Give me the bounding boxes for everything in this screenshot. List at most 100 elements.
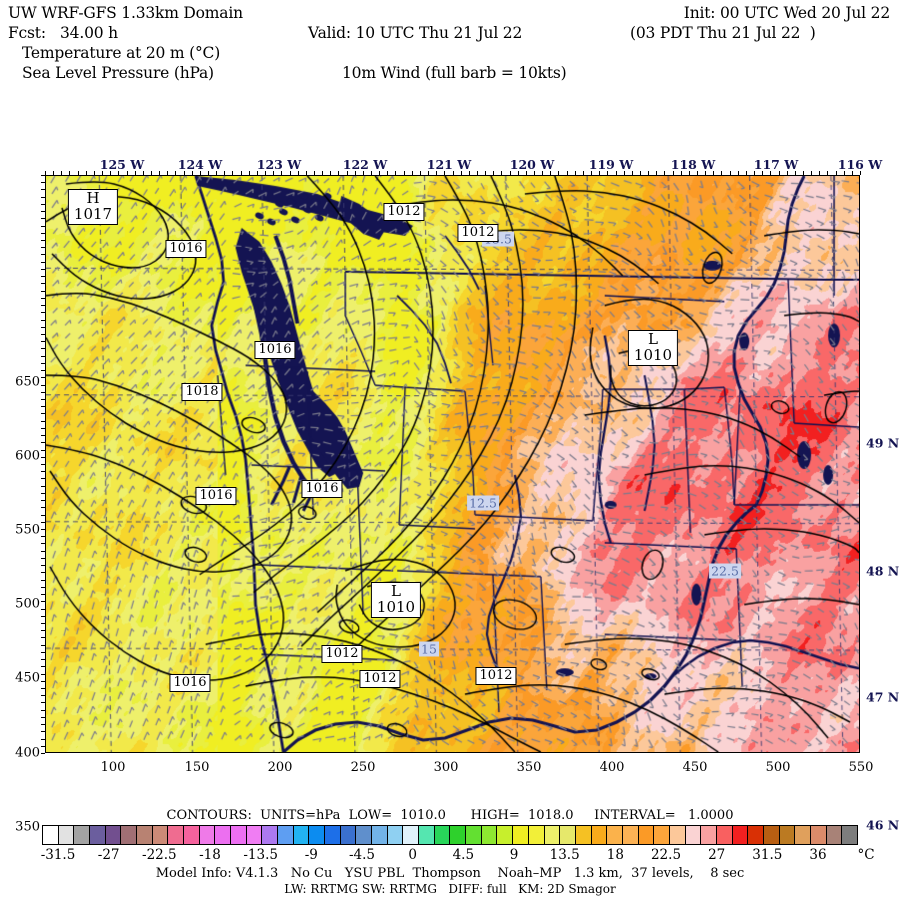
colorbar-swatch[interactable] <box>654 826 670 844</box>
colorbar-tick-label: -22.5 <box>142 847 177 863</box>
colorbar-swatch[interactable] <box>732 826 749 844</box>
lon-tick-label: 117 W <box>753 157 799 172</box>
colorbar-swatch[interactable] <box>607 826 623 844</box>
axis-tick <box>41 348 45 350</box>
colorbar-swatch[interactable] <box>58 826 75 844</box>
pressure-center-value: 1010 <box>633 346 673 364</box>
colorbar-swatch[interactable] <box>701 826 717 844</box>
axis-tick <box>313 171 315 175</box>
axis-tick <box>41 507 45 509</box>
colorbar-swatch[interactable] <box>544 826 561 844</box>
colorbar-swatch[interactable] <box>450 826 467 844</box>
colorbar-swatch[interactable] <box>121 826 138 844</box>
pressure-center-label: L 1010 <box>627 330 679 366</box>
colorbar-swatch[interactable] <box>262 826 279 844</box>
temperature-colorbar[interactable] <box>42 825 858 845</box>
field-wind-label: 10m Wind (full barb = 10kts) <box>342 64 567 82</box>
axis-tick <box>41 651 45 653</box>
colorbar-swatch[interactable] <box>748 826 764 844</box>
axis-tick <box>41 514 45 516</box>
colorbar-swatch[interactable] <box>842 826 857 844</box>
colorbar-swatch[interactable] <box>434 826 451 844</box>
contour-info-line: CONTOURS: UNITS=hPa LOW= 1010.0 HIGH= 10… <box>166 808 734 823</box>
axis-tick <box>656 171 658 175</box>
colorbar-swatch[interactable] <box>795 826 811 844</box>
axis-tick <box>41 456 45 458</box>
colorbar-swatch[interactable] <box>74 826 91 844</box>
colorbar-swatch[interactable] <box>372 826 388 844</box>
colorbar-swatch[interactable] <box>481 826 498 844</box>
pressure-center-label: H 1017 <box>67 189 119 225</box>
colorbar-swatch[interactable] <box>763 826 780 844</box>
axis-tick <box>485 171 487 175</box>
colorbar-swatch[interactable] <box>168 826 185 844</box>
valid-time: Valid: 10 UTC Thu 21 Jul 22 <box>308 24 523 42</box>
axis-tick <box>41 471 45 473</box>
colorbar-swatch[interactable] <box>575 826 592 844</box>
colorbar-swatch[interactable] <box>90 826 106 844</box>
axis-tick <box>721 171 723 175</box>
axis-tick <box>256 171 258 175</box>
colorbar-swatch[interactable] <box>685 826 702 844</box>
colorbar-tick-label: -13.5 <box>243 847 278 863</box>
colorbar-swatch[interactable] <box>184 826 200 844</box>
axis-tick <box>41 529 45 531</box>
colorbar-swatch[interactable] <box>826 826 843 844</box>
axis-tick <box>150 171 152 175</box>
axis-tick <box>41 305 45 307</box>
colorbar-swatch[interactable] <box>528 826 545 844</box>
colorbar-swatch[interactable] <box>137 826 153 844</box>
colorbar-swatch[interactable] <box>669 826 686 844</box>
colorbar-swatch[interactable] <box>105 826 122 844</box>
axis-tick <box>476 171 478 175</box>
model-info-line2: LW: RRTMG SW: RRTMG DIFF: full KM: 2D Sm… <box>284 882 616 896</box>
colorbar-swatch[interactable] <box>215 826 232 844</box>
colorbar-swatch[interactable] <box>309 826 326 844</box>
colorbar-swatch[interactable] <box>403 826 420 844</box>
axis-tick <box>41 680 45 682</box>
axis-tick <box>713 171 715 175</box>
colorbar-swatch[interactable] <box>278 826 294 844</box>
colorbar-swatch[interactable] <box>622 826 639 844</box>
colorbar-swatch[interactable] <box>716 826 733 844</box>
axis-tick <box>289 171 291 175</box>
colorbar-swatch[interactable] <box>231 826 247 844</box>
isobar-label: 1016 <box>254 341 296 359</box>
colorbar-swatch[interactable] <box>356 826 373 844</box>
colorbar-swatch[interactable] <box>810 826 827 844</box>
axis-tick <box>41 268 45 270</box>
colorbar-swatch[interactable] <box>43 826 59 844</box>
pressure-center-value: 1010 <box>376 598 416 616</box>
colorbar-swatch[interactable] <box>419 826 435 844</box>
lat-tick-label: 47 N <box>866 689 900 705</box>
isobar-label: 1012 <box>457 224 499 242</box>
axis-tick <box>110 171 112 175</box>
axis-tick <box>102 171 104 175</box>
pressure-center-type: L <box>391 582 401 600</box>
colorbar-swatch[interactable] <box>497 826 514 844</box>
colorbar-swatch[interactable] <box>513 826 529 844</box>
colorbar-swatch[interactable] <box>560 826 576 844</box>
axis-tick <box>41 420 45 422</box>
colorbar-swatch[interactable] <box>152 826 169 844</box>
axis-tick <box>794 171 796 175</box>
colorbar-swatch[interactable] <box>466 826 482 844</box>
map-canvas <box>46 176 859 752</box>
map-plot-area[interactable]: H 1017 L 1010 L 1010 1016 1012 1012 1018 1016 1016 1… <box>45 175 860 753</box>
axis-tick <box>41 753 45 754</box>
colorbar-swatch[interactable] <box>340 826 357 844</box>
axis-tick <box>41 536 45 538</box>
axis-tick <box>126 171 128 175</box>
colorbar-swatch[interactable] <box>591 826 608 844</box>
axis-tick <box>444 171 446 175</box>
colorbar-swatch[interactable] <box>387 826 404 844</box>
colorbar-swatch[interactable] <box>638 826 655 844</box>
colorbar-swatch[interactable] <box>246 826 263 844</box>
colorbar-tick-label: 27 <box>708 847 726 863</box>
colorbar-swatch[interactable] <box>325 826 341 844</box>
colorbar-swatch[interactable] <box>779 826 796 844</box>
axis-tick <box>41 716 45 718</box>
colorbar-swatch[interactable] <box>293 826 310 844</box>
axis-tick <box>41 622 45 624</box>
colorbar-swatch[interactable] <box>199 826 216 844</box>
